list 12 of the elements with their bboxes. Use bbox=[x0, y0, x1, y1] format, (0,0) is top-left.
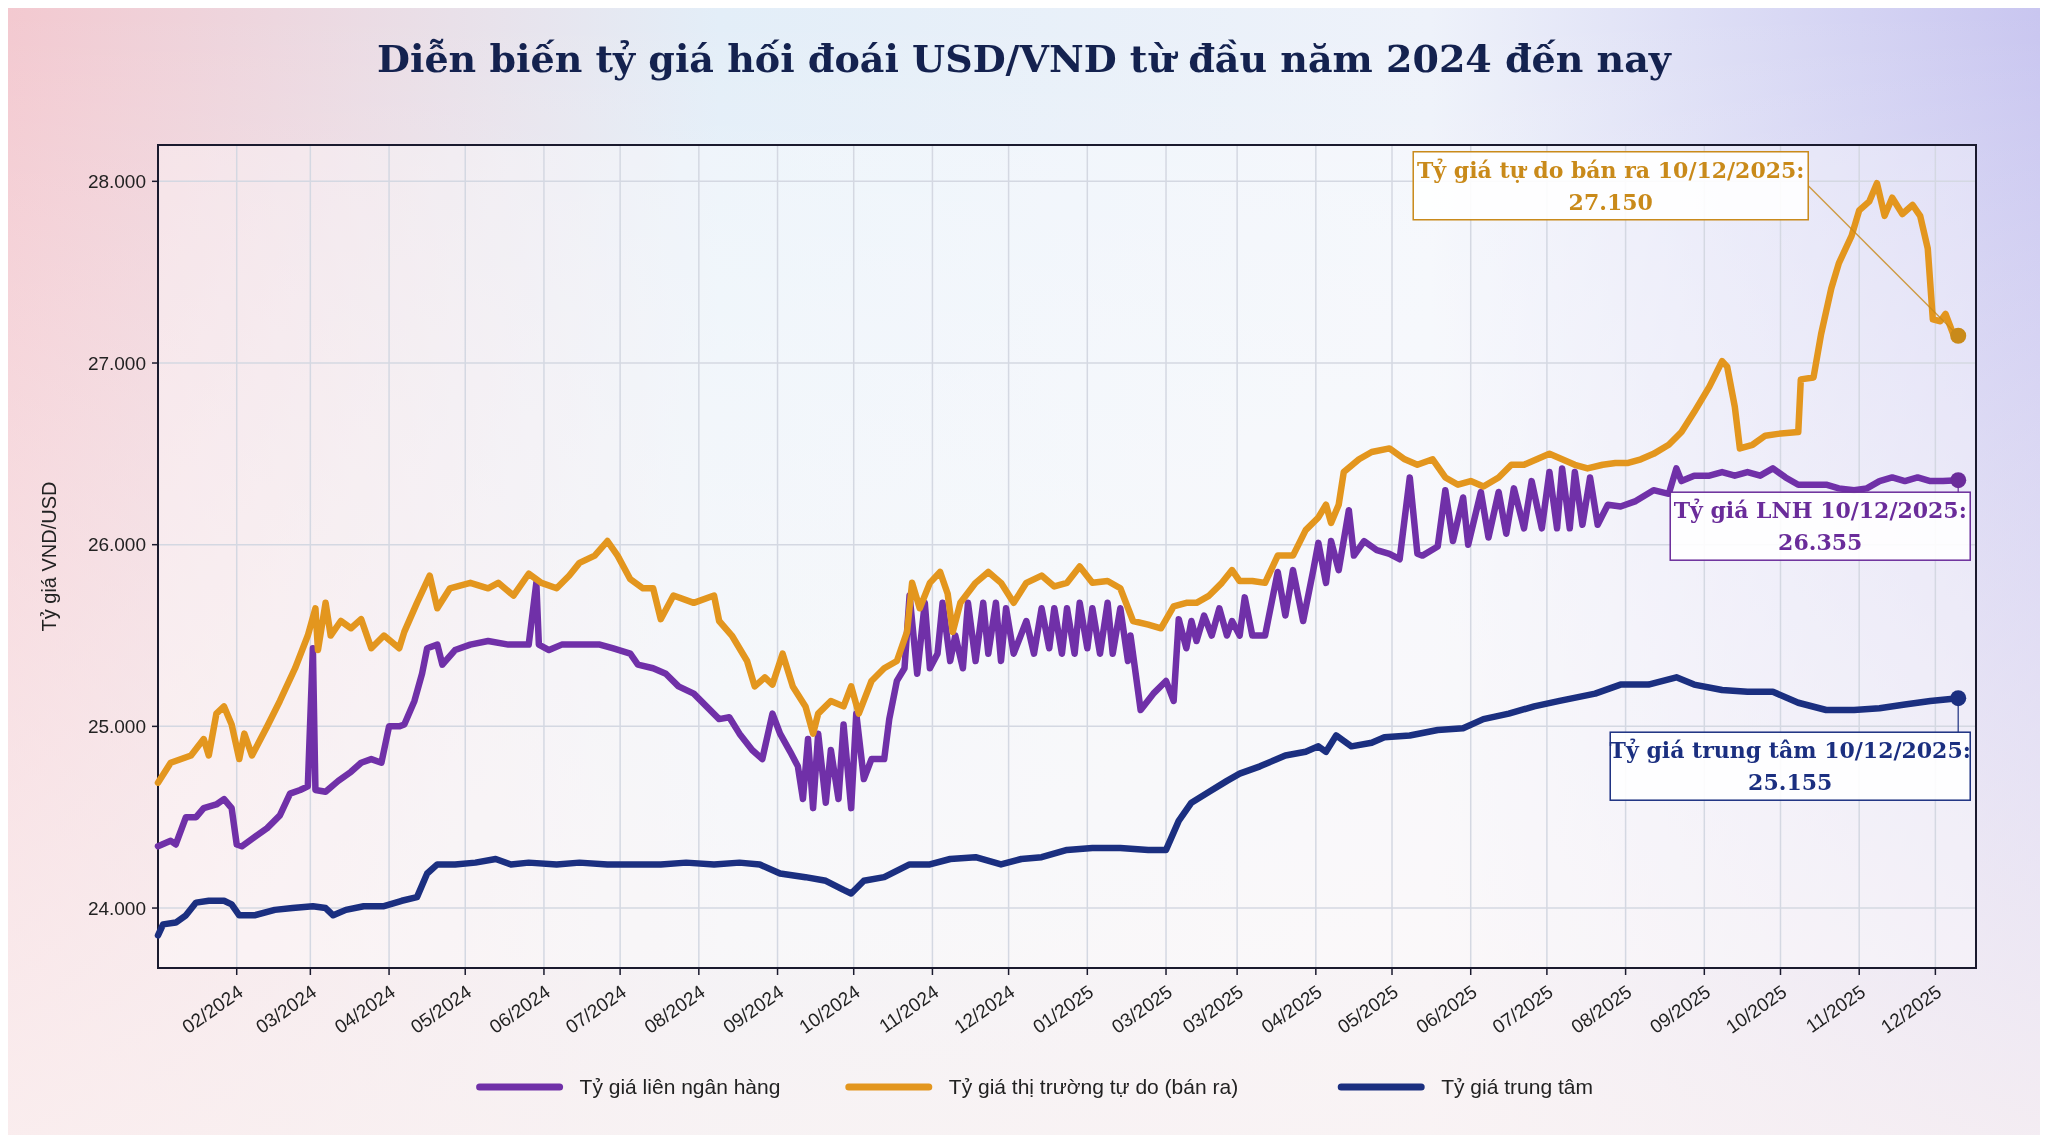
y-axis-title: Tỷ giá VND/USD bbox=[38, 481, 60, 632]
y-tick-label: 25.000 bbox=[87, 716, 146, 738]
legend-label: Tỷ giá liên ngân hàng bbox=[579, 1075, 781, 1099]
annotation: Tỷ giá tự do bán ra 10/12/2025: 27.150 bbox=[1417, 156, 1805, 215]
y-tick-label: 27.000 bbox=[87, 352, 146, 374]
y-tick-label: 26.000 bbox=[87, 534, 146, 556]
annotation: Tỷ giá LNH 10/12/2025: 26.355 bbox=[1673, 497, 1967, 556]
y-tick-label: 24.000 bbox=[87, 897, 146, 919]
legend-label: Tỷ giá trung tâm bbox=[1441, 1075, 1593, 1099]
legend-label: Tỷ giá thị trường tự do (bán ra) bbox=[948, 1075, 1239, 1099]
chart-title: Diễn biến tỷ giá hối đoái USD/VND từ đầu năm 2024 đến nay bbox=[377, 36, 1672, 81]
y-tick-label: 28.000 bbox=[87, 170, 146, 192]
